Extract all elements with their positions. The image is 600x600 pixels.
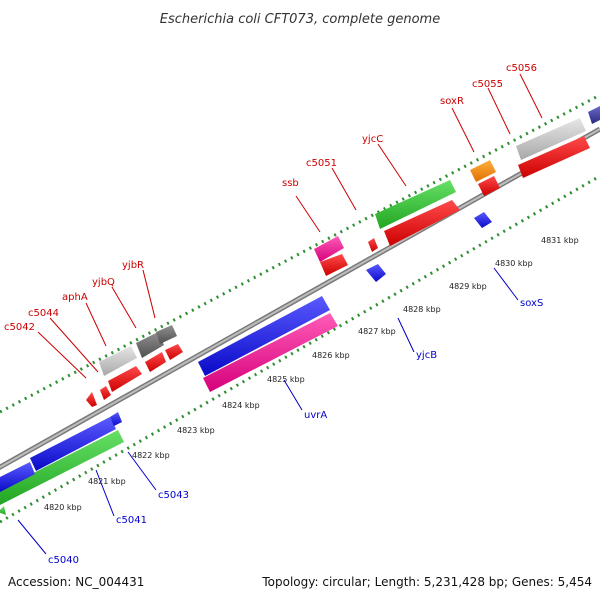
- gene-arrow-yjbq: [145, 352, 166, 372]
- gene-arrow-green-left-end: [0, 506, 6, 515]
- gene-arrow-yjcc: [375, 180, 456, 229]
- forward-genes: [0, 106, 600, 515]
- gene-label-apha: aphA: [62, 292, 88, 303]
- genome-backbone: [0, 126, 600, 471]
- tick-label: 4823 kbp: [177, 426, 215, 435]
- outer-tick-ring: [0, 93, 600, 414]
- gene-arrow-soxs: [474, 212, 492, 228]
- tick-label: 4826 kbp: [312, 351, 350, 360]
- tick-label: 4831 kbp: [541, 236, 579, 245]
- gene-arrow-c5043: [110, 412, 122, 426]
- gene-arrow-apha-grey: [99, 346, 137, 376]
- gene-arrow-uvra-pink: [203, 313, 338, 392]
- gene-label-c5055: c5055: [472, 79, 503, 90]
- gene-label-soxr: soxR: [440, 96, 464, 107]
- gene-arrow-yjbq-grey: [136, 332, 164, 358]
- gene-arrow-soxr-red: [478, 176, 500, 196]
- gene-arrow-soxr: [470, 160, 496, 182]
- gene-arrow-ssb: [314, 236, 344, 262]
- gene-label-soxs: soxS: [520, 298, 543, 309]
- gene-label-yjcb: yjcB: [416, 350, 437, 361]
- gene-label-c5044: c5044: [28, 308, 59, 319]
- gene-label-ssb: ssb: [282, 178, 299, 189]
- gene-label-c5056: c5056: [506, 63, 537, 74]
- gene-label-yjbq: yjbQ: [92, 277, 115, 288]
- reverse-genes: [0, 212, 492, 492]
- gene-arrow-c5040: [0, 462, 35, 492]
- gene-arrow-c5056: [588, 106, 600, 124]
- gene-arrow-c5044: [100, 386, 111, 400]
- gene-label-c5041: c5041: [116, 515, 147, 526]
- gene-arrow-yjcc-red: [384, 200, 460, 246]
- gene-arrow-yjbr-grey: [156, 325, 177, 344]
- gene-label-c5042: c5042: [4, 322, 35, 333]
- tick-label: 4820 kbp: [44, 503, 82, 512]
- gene-arrow-c5041: [30, 417, 116, 471]
- coordinate-ticks: 4820 kbp 4821 kbp 4822 kbp 4823 kbp 4824…: [44, 236, 579, 512]
- reverse-labels: c5040 c5041 c5043 uvrA yjcB soxS: [17, 267, 543, 566]
- gene-arrow-c5055-red: [518, 136, 590, 178]
- tick-label: 4828 kbp: [403, 305, 441, 314]
- tick-label: 4821 kbp: [88, 477, 126, 486]
- gene-label-yjbr: yjbR: [122, 260, 144, 271]
- accession-text: Accession: NC_004431: [8, 575, 144, 589]
- map-title: Escherichia coli CFT073, complete genome: [160, 12, 440, 27]
- gene-label-c5043: c5043: [158, 490, 189, 501]
- tick-label: 4824 kbp: [222, 401, 260, 410]
- tick-label: 4827 kbp: [358, 327, 396, 336]
- tick-label: 4822 kbp: [132, 451, 170, 460]
- gene-label-yjcc: yjcC: [362, 134, 383, 145]
- gene-arrow-c5042: [86, 392, 97, 407]
- gene-arrow-yjcb: [366, 264, 386, 282]
- gene-arrow-yjbr: [165, 344, 183, 360]
- gene-label-c5051: c5051: [306, 158, 337, 169]
- gene-arrow-green-left: [0, 430, 124, 505]
- genome-summary-text: Topology: circular; Length: 5,231,428 bp…: [261, 575, 592, 589]
- gene-arrow-apha: [108, 366, 142, 392]
- tick-label: 4829 kbp: [449, 282, 487, 291]
- gene-label-c5040: c5040: [48, 555, 79, 566]
- tick-label: 4830 kbp: [495, 259, 533, 268]
- gene-label-uvra: uvrA: [304, 410, 327, 421]
- gene-arrow-c5051: [368, 238, 378, 252]
- inner-tick-ring: [0, 174, 600, 524]
- gene-arrow-c5055: [516, 118, 586, 160]
- gene-arrow-uvra: [198, 296, 330, 376]
- tick-label: 4825 kbp: [267, 375, 305, 384]
- forward-labels: c5042 c5044 aphA yjbQ yjbR ssb c5051 yjc…: [4, 63, 543, 379]
- gene-arrow-ssb-red: [320, 254, 348, 276]
